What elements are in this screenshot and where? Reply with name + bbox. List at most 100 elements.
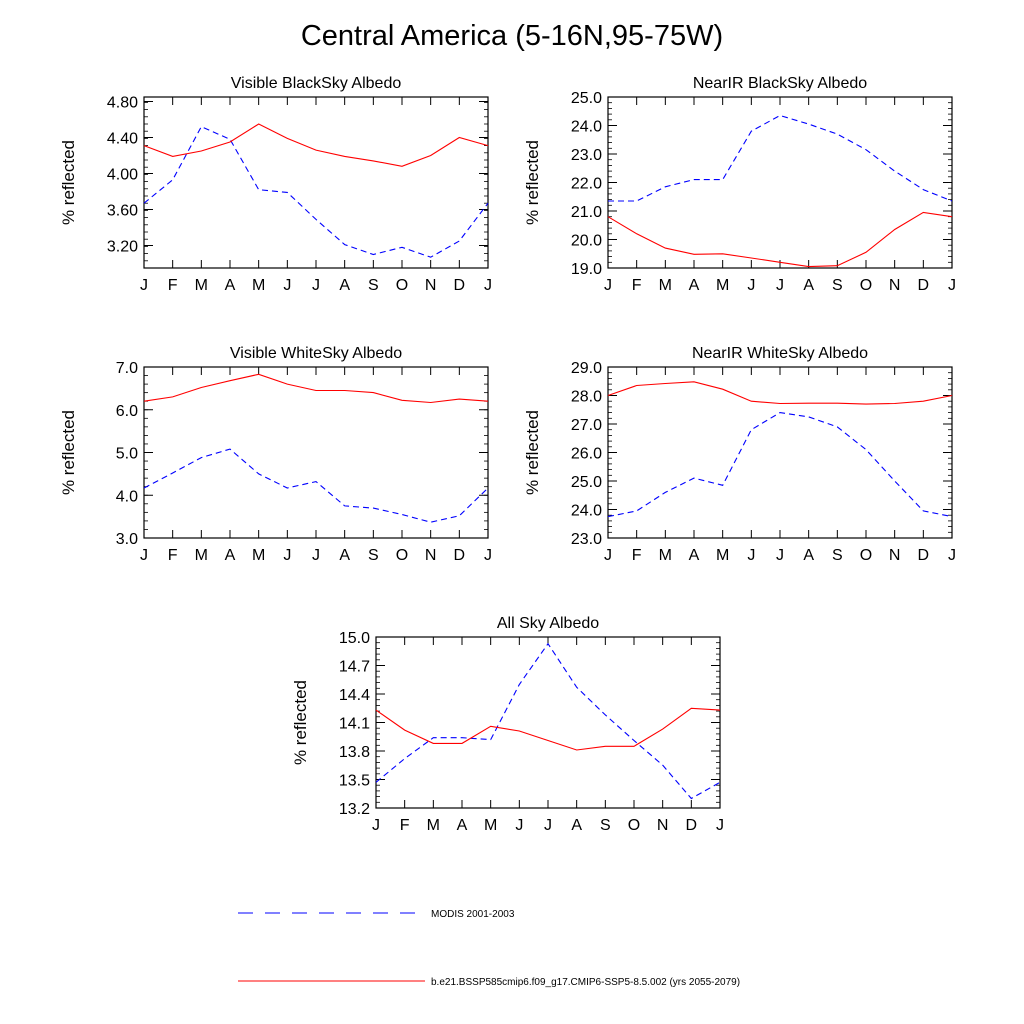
data-point — [750, 400, 752, 402]
y-tick-label: 23.0 — [571, 531, 602, 548]
y-tick-label: 22.0 — [571, 176, 602, 193]
data-point — [664, 382, 666, 384]
data-point — [343, 155, 345, 157]
data-point — [836, 265, 838, 267]
data-point — [893, 480, 895, 482]
data-point — [461, 737, 463, 739]
y-tick-label: 28.0 — [571, 389, 602, 406]
y-axis-label: % reflected — [523, 140, 542, 225]
y-tick-label: 25.0 — [571, 90, 602, 107]
plot-frame — [375, 636, 721, 809]
y-tick-label: 23.0 — [571, 147, 602, 164]
x-tick-label: N — [657, 817, 669, 834]
data-point — [432, 737, 434, 739]
data-point — [836, 426, 838, 428]
y-tick-label: 20.0 — [571, 233, 602, 250]
plot-frame — [143, 366, 489, 539]
data-point — [807, 123, 809, 125]
legend: MODIS 2001-2003 b.e21.BSSP585cmip6.f09_g1… — [238, 909, 740, 988]
data-point — [429, 154, 431, 156]
y-tick-label: 4.80 — [107, 95, 138, 112]
x-tick-label: N — [889, 547, 901, 564]
data-point — [171, 179, 173, 181]
data-point — [257, 473, 259, 475]
plot-frame — [607, 366, 953, 539]
y-axis-label: % reflected — [59, 410, 78, 495]
data-point — [951, 515, 953, 517]
data-point — [807, 265, 809, 267]
data-point — [635, 384, 637, 386]
x-tick-label: J — [140, 277, 148, 294]
data-point — [489, 738, 491, 740]
data-point — [315, 480, 317, 482]
x-tick-label: J — [716, 817, 724, 834]
data-point — [200, 150, 202, 152]
data-point — [865, 251, 867, 253]
data-point — [315, 149, 317, 151]
series-line-model — [143, 373, 489, 404]
x-tick-label: D — [918, 277, 930, 294]
data-point — [461, 742, 463, 744]
series-line-modis — [608, 114, 953, 202]
data-point — [693, 381, 695, 383]
x-tick-label: S — [368, 277, 379, 294]
x-tick-label: J — [140, 547, 148, 564]
data-point — [635, 233, 637, 235]
data-point — [575, 686, 577, 688]
y-tick-label: 14.1 — [339, 716, 370, 733]
data-point — [607, 394, 609, 396]
x-tick-label: J — [484, 547, 492, 564]
x-tick-label: D — [454, 277, 466, 294]
x-tick-label: A — [803, 277, 814, 294]
data-point — [951, 394, 953, 396]
x-tick-label: S — [368, 547, 379, 564]
data-point — [547, 739, 549, 741]
data-point — [664, 247, 666, 249]
data-point — [719, 709, 721, 711]
data-point — [635, 510, 637, 512]
data-point — [343, 389, 345, 391]
x-tick-label: J — [544, 817, 552, 834]
x-tick-label: J — [283, 547, 291, 564]
data-point — [922, 400, 924, 402]
y-tick-label: 13.5 — [339, 773, 370, 790]
data-point — [372, 160, 374, 162]
x-tick-label: A — [225, 277, 236, 294]
x-tick-label: J — [948, 547, 956, 564]
x-tick-label: M — [252, 277, 265, 294]
data-point — [403, 757, 405, 759]
data-point — [693, 253, 695, 255]
x-tick-label: N — [425, 547, 437, 564]
x-tick-label: F — [168, 277, 178, 294]
y-tick-label: 3.20 — [107, 239, 138, 256]
data-point — [721, 388, 723, 390]
data-point — [721, 178, 723, 180]
data-point — [286, 487, 288, 489]
data-point — [807, 402, 809, 404]
x-tick-label: A — [689, 277, 700, 294]
data-point — [143, 144, 145, 146]
data-point — [779, 261, 781, 263]
series-line-model — [607, 381, 953, 405]
data-point — [372, 507, 374, 509]
x-tick-label: M — [195, 547, 208, 564]
x-tick-label: O — [860, 547, 872, 564]
data-point — [375, 709, 377, 711]
y-tick-label: 5.0 — [116, 446, 138, 463]
x-tick-label: D — [918, 547, 930, 564]
data-point — [893, 170, 895, 172]
data-point — [607, 216, 609, 218]
data-point — [458, 240, 460, 242]
data-point — [635, 200, 637, 202]
data-point — [401, 165, 403, 167]
x-tick-label: J — [515, 817, 523, 834]
x-tick-label: F — [632, 277, 642, 294]
data-point — [951, 200, 953, 202]
x-tick-label: O — [396, 547, 408, 564]
y-tick-label: 13.8 — [339, 744, 370, 761]
x-tick-label: A — [457, 817, 468, 834]
